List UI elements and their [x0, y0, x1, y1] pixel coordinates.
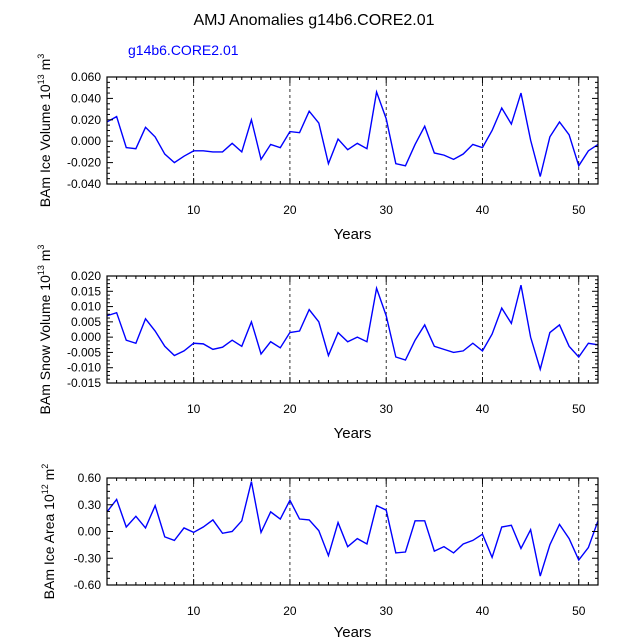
y-tick-label: -0.020 [67, 156, 101, 170]
y-tick-label: 0.020 [71, 113, 101, 127]
series-line [106, 89, 599, 177]
figure-title: AMJ Anomalies g14b6.CORE2.01 [193, 12, 434, 29]
y-tick-label: -0.005 [67, 345, 101, 359]
y-axis-label: BAm Ice Area 1012 m2 [40, 464, 57, 600]
x-tick-label: 50 [572, 203, 586, 217]
series-line [106, 284, 599, 372]
x-axis-label: Years [334, 425, 372, 442]
y-tick-label: -0.015 [67, 376, 101, 390]
y-tick-label: -0.30 [74, 551, 102, 565]
x-tick-label: 30 [380, 604, 394, 618]
x-tick-label: 10 [187, 203, 201, 217]
y-tick-label: 0.30 [78, 498, 102, 512]
y-tick-label: 0.000 [71, 330, 101, 344]
y-tick-label: 0.60 [78, 471, 102, 485]
panel-ice-area: -0.60 -0.30 0.00 0.30 0.60 10 20 30 40 50 Years BAm… [40, 464, 599, 638]
y-tick-label: 0.015 [71, 284, 101, 298]
y-tick-label: 0.005 [71, 315, 101, 329]
legend-label: g14b6.CORE2.01 [128, 42, 239, 58]
plot-frame [106, 76, 599, 185]
y-tick-label: -0.040 [67, 177, 101, 191]
y-tick-label: 0.060 [71, 70, 101, 84]
y-tick-label: -0.60 [74, 578, 102, 592]
series-line [106, 481, 599, 577]
y-axis-label: BAm Snow Volume 1013 m3 [36, 245, 53, 415]
panel-ice-volume: -0.040 -0.020 0.000 0.020 0.040 0.060 10 20 30 40… [36, 54, 599, 243]
x-tick-label: 20 [283, 402, 297, 416]
y-tick-label: -0.010 [67, 361, 101, 375]
x-tick-label: 50 [572, 402, 586, 416]
x-tick-label: 40 [476, 203, 490, 217]
x-tick-label: 30 [380, 203, 394, 217]
y-tick-label: 0.010 [71, 300, 101, 314]
plot-frame [106, 275, 599, 384]
x-tick-label: 10 [187, 402, 201, 416]
x-tick-label: 10 [187, 604, 201, 618]
y-axis-label: BAm Ice Volume 1013 m3 [36, 54, 53, 208]
x-tick-label: 30 [380, 402, 394, 416]
x-tick-label: 20 [283, 604, 297, 618]
y-tick-label: 0.020 [71, 269, 101, 283]
x-axis-label: Years [334, 624, 372, 638]
y-tick-label: 0.00 [78, 525, 102, 539]
x-tick-label: 40 [476, 402, 490, 416]
x-tick-label: 40 [476, 604, 490, 618]
y-tick-label: 0.000 [71, 134, 101, 148]
x-tick-label: 50 [572, 604, 586, 618]
y-tick-label: 0.040 [71, 91, 101, 105]
x-tick-label: 20 [283, 203, 297, 217]
x-axis-label: Years [334, 226, 372, 243]
